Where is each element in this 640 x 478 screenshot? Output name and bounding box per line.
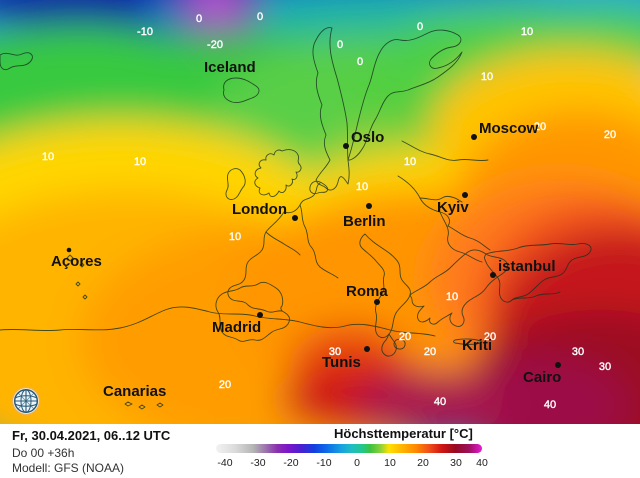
svg-text:Höchsttemperatur [°C]: Höchsttemperatur [°C] — [334, 426, 473, 441]
svg-text:0: 0 — [337, 39, 343, 51]
svg-text:20: 20 — [219, 379, 231, 391]
svg-text:10: 10 — [42, 151, 54, 163]
svg-text:0: 0 — [354, 457, 360, 469]
svg-text:Cairo: Cairo — [523, 369, 561, 386]
svg-text:London: London — [232, 201, 287, 218]
svg-text:40: 40 — [544, 399, 556, 411]
svg-text:Roma: Roma — [346, 283, 388, 300]
svg-text:0: 0 — [257, 11, 263, 23]
svg-text:10: 10 — [384, 457, 396, 469]
svg-text:Madrid: Madrid — [212, 319, 261, 336]
svg-text:10: 10 — [404, 156, 416, 168]
svg-text:10: 10 — [521, 26, 533, 38]
svg-text:-40: -40 — [217, 457, 232, 469]
svg-text:0: 0 — [417, 21, 423, 33]
svg-text:20: 20 — [399, 331, 411, 343]
svg-text:30: 30 — [450, 457, 462, 469]
svg-text:Modell: GFS (NOAA): Modell: GFS (NOAA) — [12, 461, 124, 475]
svg-text:40: 40 — [476, 457, 488, 469]
svg-text:Oslo: Oslo — [351, 129, 384, 146]
svg-text:20: 20 — [417, 457, 429, 469]
svg-text:10: 10 — [481, 71, 493, 83]
svg-text:30: 30 — [572, 346, 584, 358]
svg-text:Do 00 +36h: Do 00 +36h — [12, 446, 74, 460]
svg-text:0: 0 — [357, 56, 363, 68]
svg-text:Iceland: Iceland — [204, 59, 256, 76]
svg-text:10: 10 — [229, 231, 241, 243]
svg-text:Tunis: Tunis — [322, 354, 361, 371]
svg-text:40: 40 — [434, 396, 446, 408]
svg-text:Fr, 30.04.2021, 06..12 UTC: Fr, 30.04.2021, 06..12 UTC — [12, 428, 171, 443]
svg-text:Açores: Açores — [51, 253, 102, 270]
svg-text:-20: -20 — [283, 457, 298, 469]
svg-text:-30: -30 — [250, 457, 265, 469]
svg-text:Moscow: Moscow — [479, 120, 539, 137]
svg-text:10: 10 — [356, 181, 368, 193]
svg-text:-20: -20 — [207, 39, 223, 51]
svg-text:20: 20 — [424, 346, 436, 358]
svg-text:10: 10 — [134, 156, 146, 168]
svg-text:Berlin: Berlin — [343, 213, 386, 230]
svg-text:Kriti: Kriti — [462, 337, 492, 354]
svg-text:30: 30 — [599, 361, 611, 373]
svg-text:0: 0 — [196, 13, 202, 25]
svg-text:-10: -10 — [316, 457, 331, 469]
svg-text:Canarias: Canarias — [103, 383, 166, 400]
svg-text:istanbul: istanbul — [498, 258, 556, 275]
svg-text:20: 20 — [604, 129, 616, 141]
svg-text:10: 10 — [446, 291, 458, 303]
svg-text:Kyiv: Kyiv — [437, 199, 469, 216]
svg-text:-10: -10 — [137, 26, 153, 38]
